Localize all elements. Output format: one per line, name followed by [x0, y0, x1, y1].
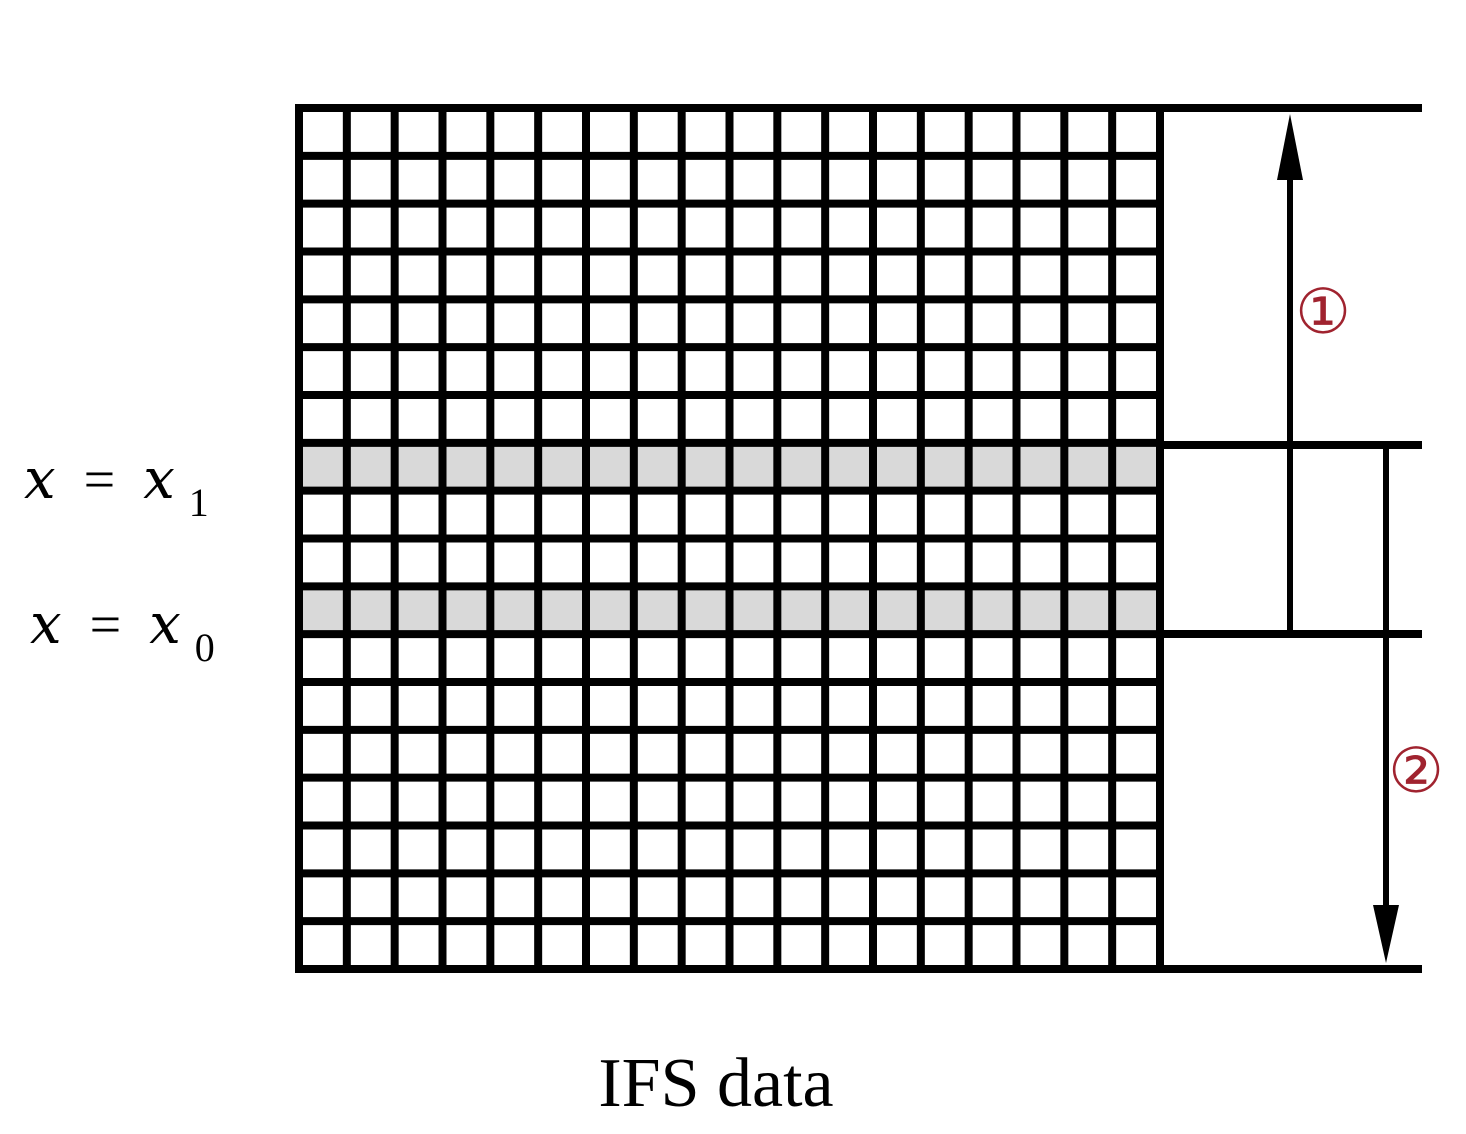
label-x-equals-x1: x = x 1 — [24, 447, 209, 525]
caption: IFS data — [598, 1045, 833, 1122]
marker-one: ① — [1295, 275, 1351, 348]
svg-text:x = x 0: x = x 0 — [30, 592, 215, 670]
label-x1-rhs: x — [143, 447, 175, 512]
arrow-two-head — [1373, 905, 1399, 963]
label-x1-var: x — [24, 447, 56, 512]
label-x0-var: x — [30, 592, 62, 657]
data-grid — [295, 104, 1164, 973]
arrow-one-head — [1277, 114, 1303, 180]
label-x-equals-x0: x = x 0 — [30, 592, 215, 670]
svg-text:x = x 1: x = x 1 — [24, 447, 209, 525]
label-x0-eq: = — [90, 594, 122, 656]
label-x1-eq: = — [84, 449, 116, 511]
bracket-lines — [1160, 104, 1422, 973]
marker-two: ② — [1388, 734, 1444, 807]
label-x0-sub: 0 — [195, 625, 215, 670]
label-x1-sub: 1 — [189, 480, 209, 525]
label-x0-rhs: x — [149, 592, 181, 657]
